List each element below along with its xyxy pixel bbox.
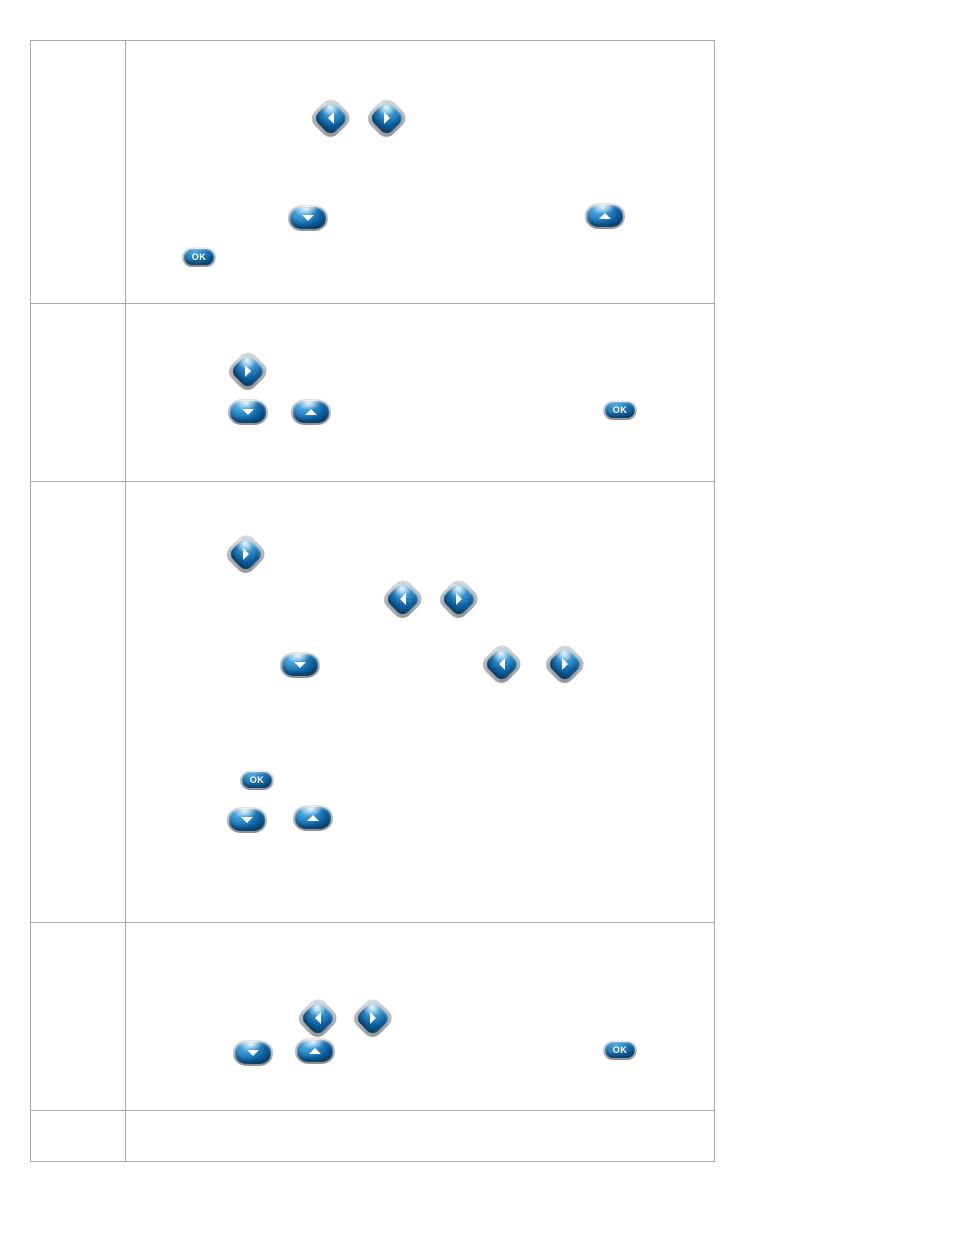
cell-content: OK xyxy=(127,924,713,1109)
cell-content: OK xyxy=(127,42,713,302)
arrow-up-wide-icon xyxy=(585,203,625,229)
table-cell-left xyxy=(31,304,126,482)
instruction-table-body: OK OK OK OK xyxy=(31,41,715,1162)
arrow-down-wide-icon xyxy=(227,807,267,833)
table-cell-right: OK xyxy=(126,923,715,1111)
arrow-down-wide-icon xyxy=(228,399,268,425)
ok-label: OK xyxy=(603,1040,637,1060)
arrow-left-icon xyxy=(387,583,419,615)
arrow-right-icon xyxy=(443,583,475,615)
arrow-down-wide-icon xyxy=(233,1040,273,1066)
ok-button-icon: OK xyxy=(240,770,274,790)
cell-content xyxy=(127,1112,713,1160)
arrow-left-icon xyxy=(486,648,518,680)
page: OK OK OK OK xyxy=(0,0,954,1235)
ok-label: OK xyxy=(240,770,274,790)
table-cell-left xyxy=(31,482,126,923)
ok-button-icon: OK xyxy=(603,400,637,420)
arrow-down-wide-icon xyxy=(280,652,320,678)
table-row xyxy=(31,1111,715,1162)
arrow-up-wide-icon xyxy=(295,1038,335,1064)
instruction-table: OK OK OK OK xyxy=(30,40,715,1162)
table-cell-left xyxy=(31,41,126,304)
ok-button-icon: OK xyxy=(182,247,216,267)
arrow-up-wide-icon xyxy=(293,805,333,831)
arrow-right-icon xyxy=(230,538,262,570)
table-cell-left xyxy=(31,1111,126,1162)
arrow-right-icon xyxy=(357,1002,389,1034)
arrow-right-icon xyxy=(371,102,403,134)
cell-content: OK xyxy=(127,305,713,480)
ok-label: OK xyxy=(182,247,216,267)
cell-content: OK xyxy=(127,483,713,921)
arrow-up-wide-icon xyxy=(291,399,331,425)
arrow-down-wide-icon xyxy=(288,205,328,231)
table-row: OK xyxy=(31,41,715,304)
table-cell-right: OK xyxy=(126,304,715,482)
arrow-right-icon xyxy=(549,648,581,680)
ok-button-icon: OK xyxy=(603,1040,637,1060)
table-row: OK xyxy=(31,482,715,923)
table-row: OK xyxy=(31,923,715,1111)
table-row: OK xyxy=(31,304,715,482)
table-cell-right: OK xyxy=(126,41,715,304)
table-cell-left xyxy=(31,923,126,1111)
ok-label: OK xyxy=(603,400,637,420)
table-cell-right xyxy=(126,1111,715,1162)
arrow-right-icon xyxy=(232,355,264,387)
arrow-left-icon xyxy=(315,102,347,134)
arrow-left-icon xyxy=(302,1002,334,1034)
table-cell-right: OK xyxy=(126,482,715,923)
